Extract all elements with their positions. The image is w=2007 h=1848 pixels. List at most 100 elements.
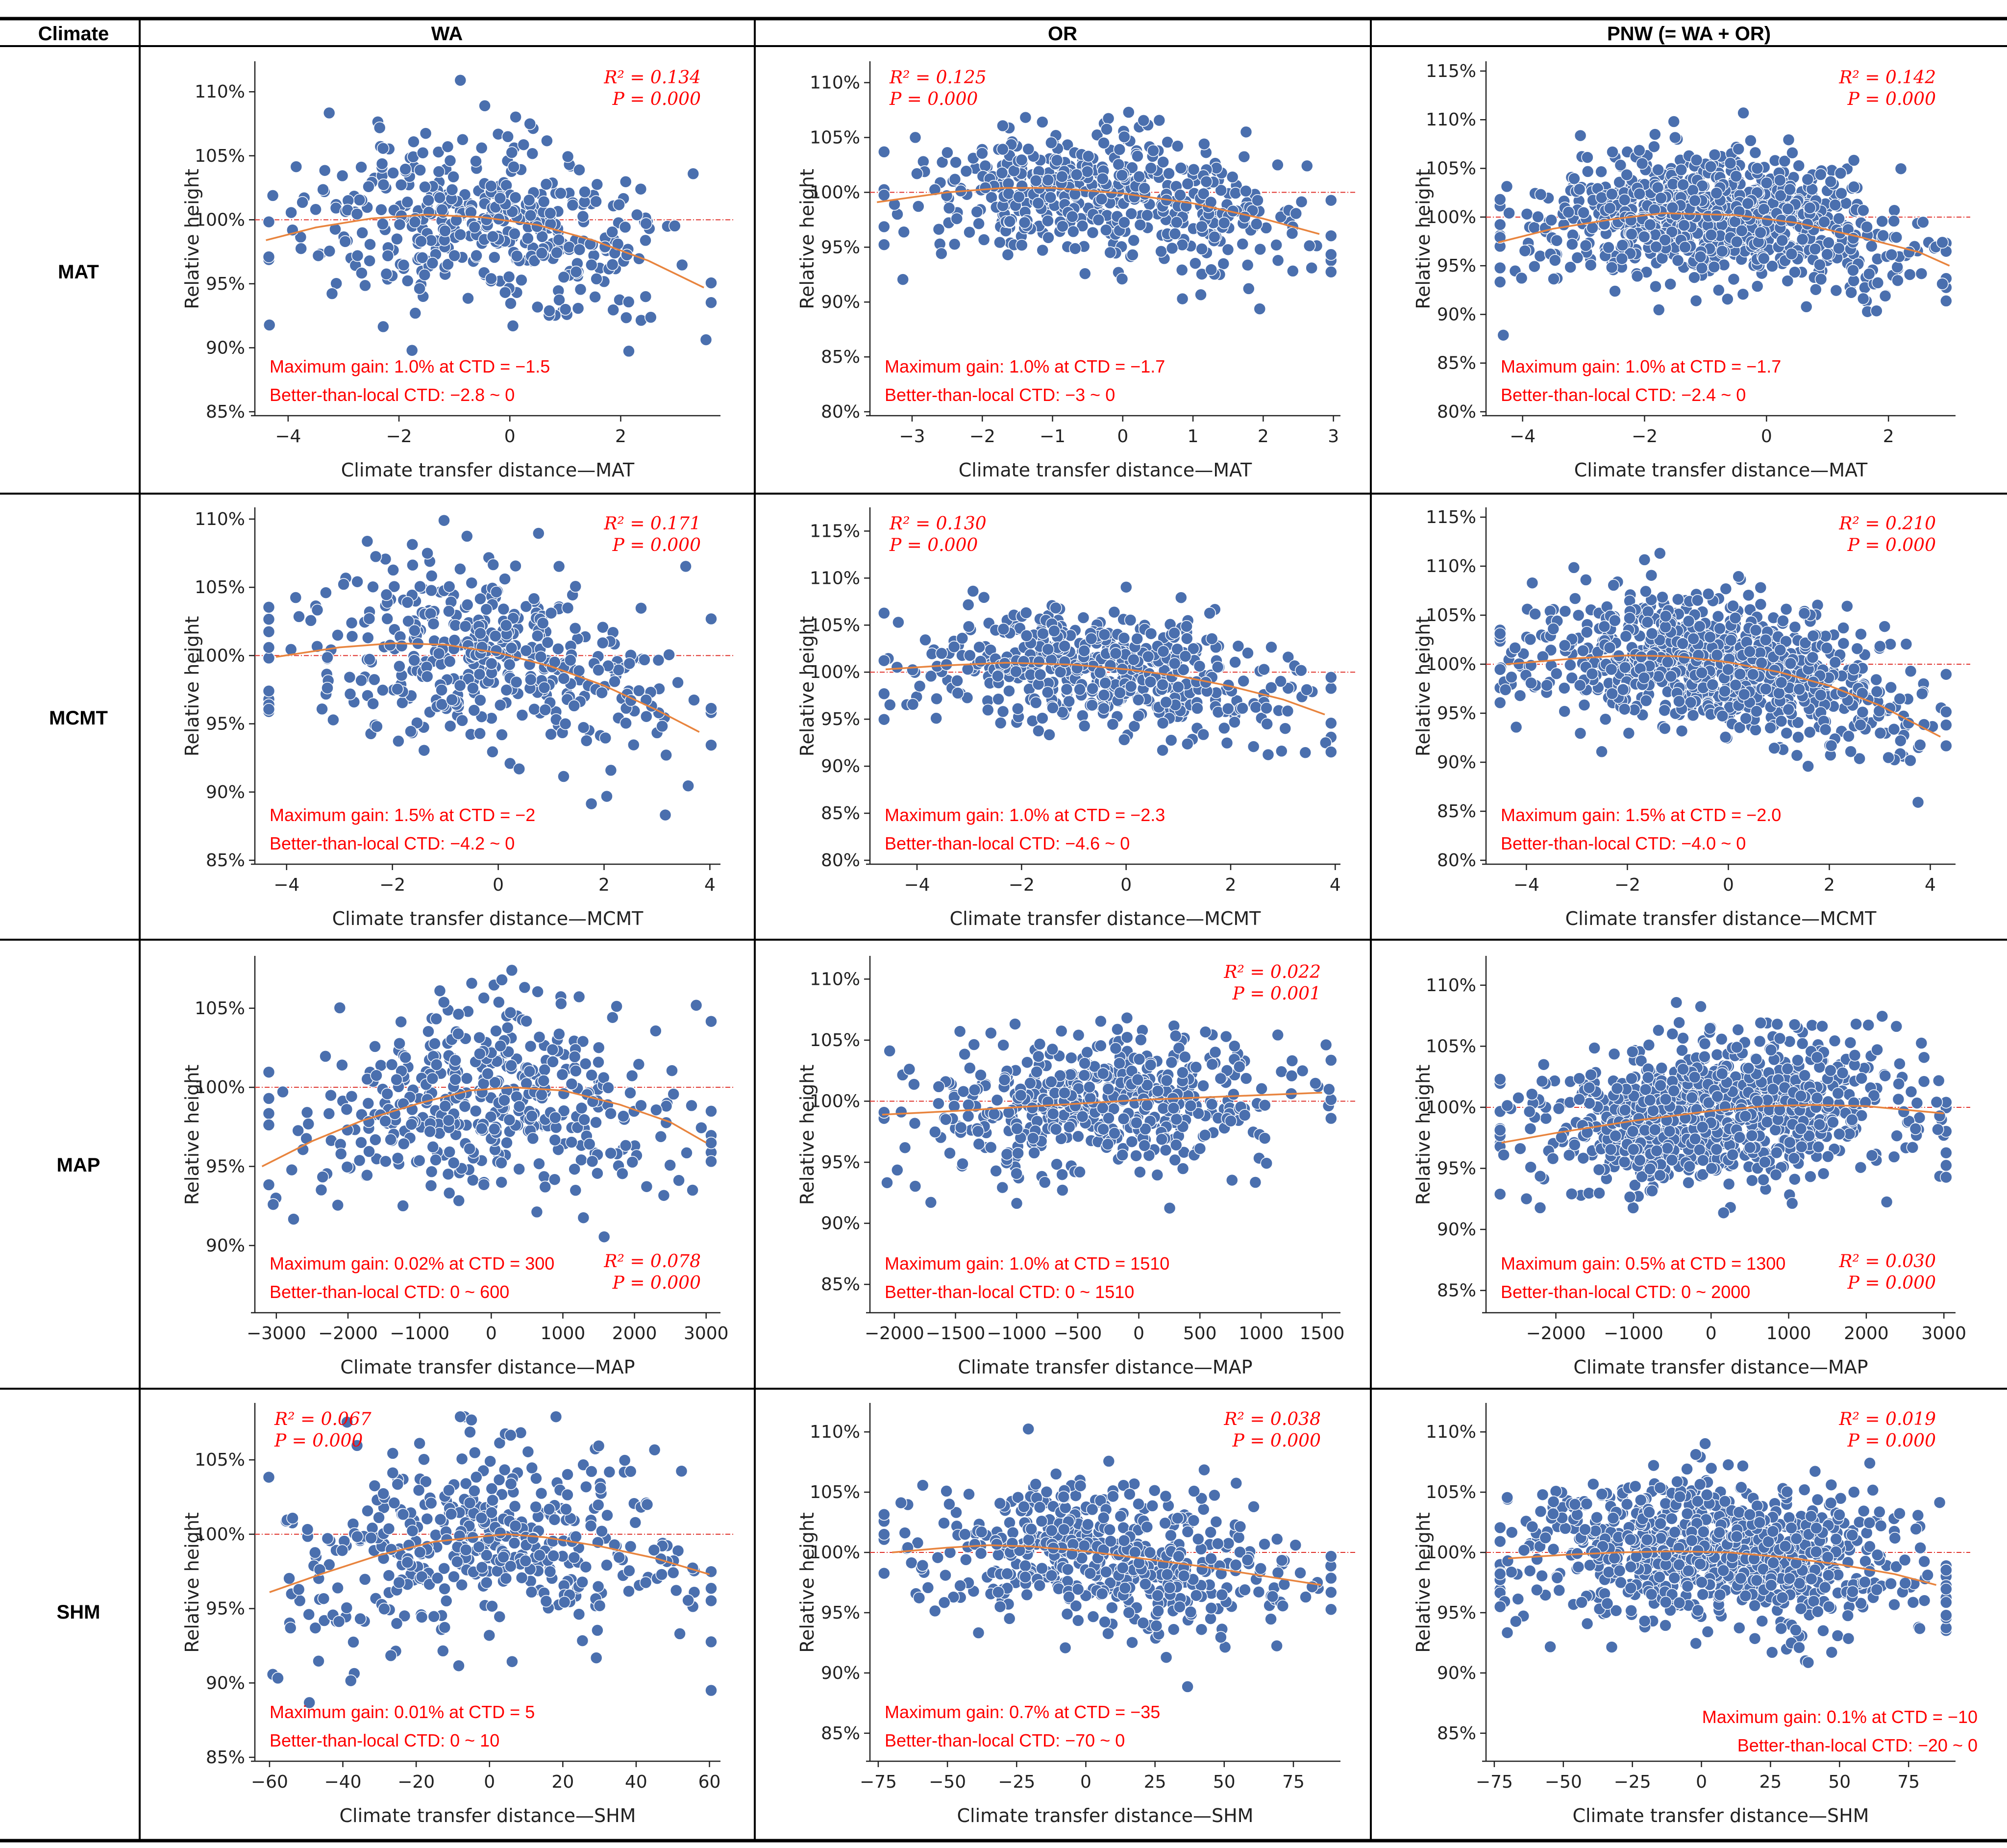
scatter-point — [990, 1165, 1002, 1177]
scatter-point — [554, 187, 567, 200]
scatter-point — [1325, 746, 1338, 758]
scatter-point — [345, 617, 358, 629]
scatter-point — [353, 194, 366, 206]
scatter-point — [1189, 257, 1202, 270]
scatter-point — [1584, 258, 1597, 272]
scatter-point — [555, 997, 568, 1010]
p-value-label: P = 0.001 — [1232, 984, 1321, 1004]
scatter-point — [1870, 304, 1883, 317]
scatter-point — [1664, 670, 1678, 683]
scatter-point — [578, 1113, 591, 1126]
x-tick-label: 1500 — [1300, 1324, 1345, 1344]
y-tick-label: 95% — [821, 1152, 860, 1173]
scatter-point — [1711, 610, 1725, 623]
scatter-point — [324, 1089, 337, 1102]
scatter-point — [1513, 689, 1527, 702]
scatter-point — [627, 738, 640, 751]
scatter-point — [1160, 1074, 1173, 1087]
scatter-point — [1746, 668, 1759, 681]
scatter-point — [446, 183, 459, 196]
fitted-curve — [266, 214, 704, 289]
scatter-point — [1271, 158, 1284, 172]
scatter-point — [1887, 215, 1901, 227]
scatter-point — [1759, 633, 1772, 647]
scatter-point — [1159, 1144, 1172, 1157]
scatter-point — [539, 703, 552, 716]
scatter-point — [415, 235, 427, 248]
scatter-point — [1078, 720, 1091, 732]
y-tick-label: 95% — [1437, 1159, 1476, 1179]
scatter-point — [1109, 1042, 1122, 1055]
scatter-point — [640, 1180, 653, 1193]
scatter-point — [663, 648, 675, 661]
scatter-point — [1708, 148, 1721, 161]
scatter-point — [1271, 1028, 1284, 1042]
scatter-point — [1688, 194, 1701, 207]
scatter-point — [535, 247, 548, 260]
scatter-point — [380, 268, 393, 280]
scatter-point — [1239, 125, 1253, 138]
scatter-point — [513, 1100, 526, 1113]
scatter-point — [570, 265, 583, 278]
scatter-point — [619, 175, 632, 188]
scatter-point — [1532, 210, 1544, 224]
scatter-point — [448, 249, 461, 262]
x-tick-label: 3000 — [684, 1324, 729, 1344]
scatter-point — [1072, 1029, 1085, 1042]
scatter-point — [883, 1045, 896, 1057]
scatter-point — [428, 1037, 441, 1050]
scatter-point — [1635, 157, 1649, 170]
scatter-point — [954, 1121, 967, 1134]
scatter-point — [1830, 284, 1843, 297]
scatter-point — [1606, 687, 1619, 700]
scatter-point — [437, 996, 450, 1009]
scatter-point — [1218, 722, 1231, 735]
scatter-point — [1015, 153, 1028, 166]
scatter-point — [1082, 150, 1095, 163]
scatter-point — [888, 198, 901, 211]
y-tick-label: 110% — [195, 82, 245, 102]
scatter-point — [579, 1057, 592, 1070]
scatter-point — [964, 1062, 976, 1074]
scatter-point — [1217, 217, 1231, 229]
scatter-point — [1027, 1132, 1040, 1145]
scatter-point — [951, 687, 965, 699]
scatter-point — [1077, 611, 1090, 624]
scatter-point — [1109, 647, 1122, 660]
scatter-point — [1016, 179, 1028, 193]
x-tick-label: 2 — [1824, 875, 1835, 895]
x-tick-label: 500 — [1183, 1324, 1217, 1344]
scatter-point — [405, 344, 419, 357]
scatter-points — [262, 514, 718, 822]
scatter-point — [1096, 1101, 1109, 1115]
scatter-point — [1870, 685, 1883, 698]
scatter-point — [1625, 227, 1638, 241]
scatter-point — [1694, 250, 1707, 263]
scatter-point — [391, 232, 403, 246]
scatter-point — [1020, 629, 1033, 642]
x-axis-label: Climate transfer distance—MAT — [1574, 459, 1868, 481]
scatter-point — [644, 311, 657, 324]
scatter-point — [878, 220, 891, 233]
scatter-point — [369, 1133, 382, 1146]
y-tick-label: 90% — [206, 782, 245, 802]
scatter-point — [1140, 1099, 1154, 1112]
scatter-point — [500, 1136, 513, 1149]
scatter-point — [546, 1055, 559, 1068]
scatter-point — [443, 580, 456, 593]
scatter-point — [1814, 168, 1827, 181]
scatter-point — [1690, 153, 1703, 167]
x-tick-label: 2 — [1883, 426, 1894, 447]
scatter-point — [1133, 170, 1146, 183]
scatter-point — [972, 1138, 986, 1150]
scatter-point — [552, 560, 566, 573]
scatter-point — [1046, 1107, 1060, 1120]
scatter-point — [498, 573, 511, 585]
scatter-point — [541, 636, 554, 649]
scatter-point — [1279, 722, 1292, 735]
scatter-point — [266, 189, 279, 202]
scatter-point — [391, 1151, 404, 1165]
scatter-point — [977, 591, 991, 604]
scatter-point — [517, 138, 530, 151]
scatter-point — [570, 1065, 582, 1077]
